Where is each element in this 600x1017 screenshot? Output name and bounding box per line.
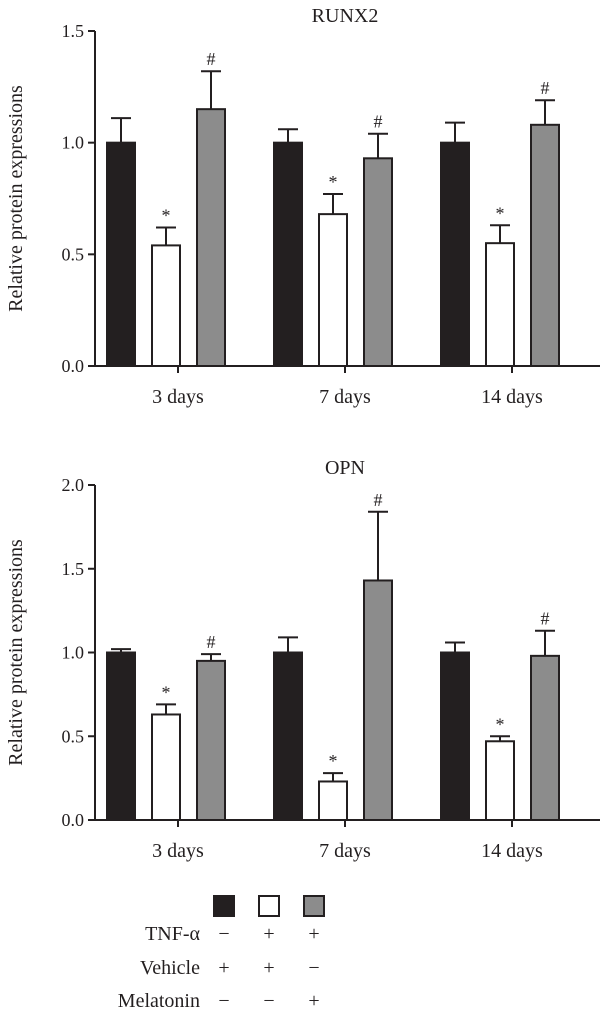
legend-sign: + bbox=[308, 990, 319, 1012]
legend-sign: + bbox=[308, 923, 319, 945]
x-tick-label: 7 days bbox=[319, 840, 371, 862]
bar bbox=[196, 659, 226, 821]
bar bbox=[151, 244, 181, 367]
bar bbox=[530, 123, 560, 367]
bar bbox=[318, 780, 348, 821]
y-tick-label: 1.5 bbox=[62, 559, 85, 579]
runx2-panel: RUNX2 Relative protein expressions 0.0 0.5 1… bbox=[5, 5, 600, 408]
significance-mark: * bbox=[329, 751, 338, 771]
chart-title: RUNX2 bbox=[312, 5, 379, 27]
legend-row-label: Vehicle bbox=[140, 957, 200, 979]
y-axis-label: Relative protein expressions bbox=[5, 85, 27, 312]
legend-sign: − bbox=[218, 990, 229, 1012]
bar bbox=[440, 141, 470, 367]
significance-mark: * bbox=[496, 714, 505, 734]
significance-mark: # bbox=[374, 490, 383, 510]
significance-mark: # bbox=[541, 78, 550, 98]
significance-mark: # bbox=[207, 49, 216, 69]
legend-row-label: TNF-α bbox=[145, 923, 200, 945]
significance-mark: * bbox=[162, 206, 171, 226]
bar bbox=[363, 579, 393, 821]
bar bbox=[485, 740, 515, 822]
bar bbox=[318, 213, 348, 367]
opn-panel: OPN Relative protein expressions 0.0 0.5 1.0… bbox=[5, 457, 600, 862]
legend-sign: + bbox=[263, 957, 274, 979]
bar bbox=[106, 141, 136, 367]
significance-mark: * bbox=[329, 172, 338, 192]
legend-row-label: Melatonin bbox=[118, 990, 200, 1012]
x-tick-label: 3 days bbox=[152, 386, 204, 408]
y-tick-label: 2.0 bbox=[62, 475, 85, 495]
legend-swatch bbox=[258, 895, 280, 917]
y-tick-label: 0.0 bbox=[62, 356, 85, 376]
legend-sign: + bbox=[218, 957, 229, 979]
significance-mark: * bbox=[496, 203, 505, 223]
y-tick-label: 0.5 bbox=[62, 726, 85, 746]
significance-mark: # bbox=[374, 112, 383, 132]
x-tick-label: 14 days bbox=[481, 840, 543, 862]
bar bbox=[106, 651, 136, 821]
bar bbox=[151, 713, 181, 821]
bar bbox=[485, 242, 515, 368]
bar bbox=[273, 141, 303, 367]
bar bbox=[363, 157, 393, 367]
bar bbox=[530, 654, 560, 821]
x-tick-label: 3 days bbox=[152, 840, 204, 862]
y-axis-label: Relative protein expressions bbox=[5, 539, 27, 766]
legend-swatch bbox=[303, 895, 325, 917]
legend-swatch bbox=[213, 895, 235, 917]
legend-sign: + bbox=[263, 923, 274, 945]
y-tick-label: 1.0 bbox=[62, 133, 85, 153]
significance-mark: * bbox=[162, 682, 171, 702]
legend-sign: − bbox=[308, 957, 319, 979]
x-tick-label: 14 days bbox=[481, 386, 543, 408]
chart-title: OPN bbox=[325, 457, 365, 479]
y-tick-label: 0.0 bbox=[62, 810, 85, 830]
legend-sign: − bbox=[263, 990, 274, 1012]
bar bbox=[273, 651, 303, 821]
x-tick-label: 7 days bbox=[319, 386, 371, 408]
significance-mark: # bbox=[207, 632, 216, 652]
y-tick-label: 0.5 bbox=[62, 244, 85, 264]
legend-sign: − bbox=[218, 923, 229, 945]
y-tick-label: 1.0 bbox=[62, 643, 85, 663]
significance-mark: # bbox=[541, 609, 550, 629]
bar bbox=[196, 108, 226, 368]
bar bbox=[440, 651, 470, 821]
y-tick-label: 1.5 bbox=[62, 21, 85, 41]
legend: TNF-α − + +Vehicle + + −Melatonin − − + bbox=[118, 895, 325, 1012]
